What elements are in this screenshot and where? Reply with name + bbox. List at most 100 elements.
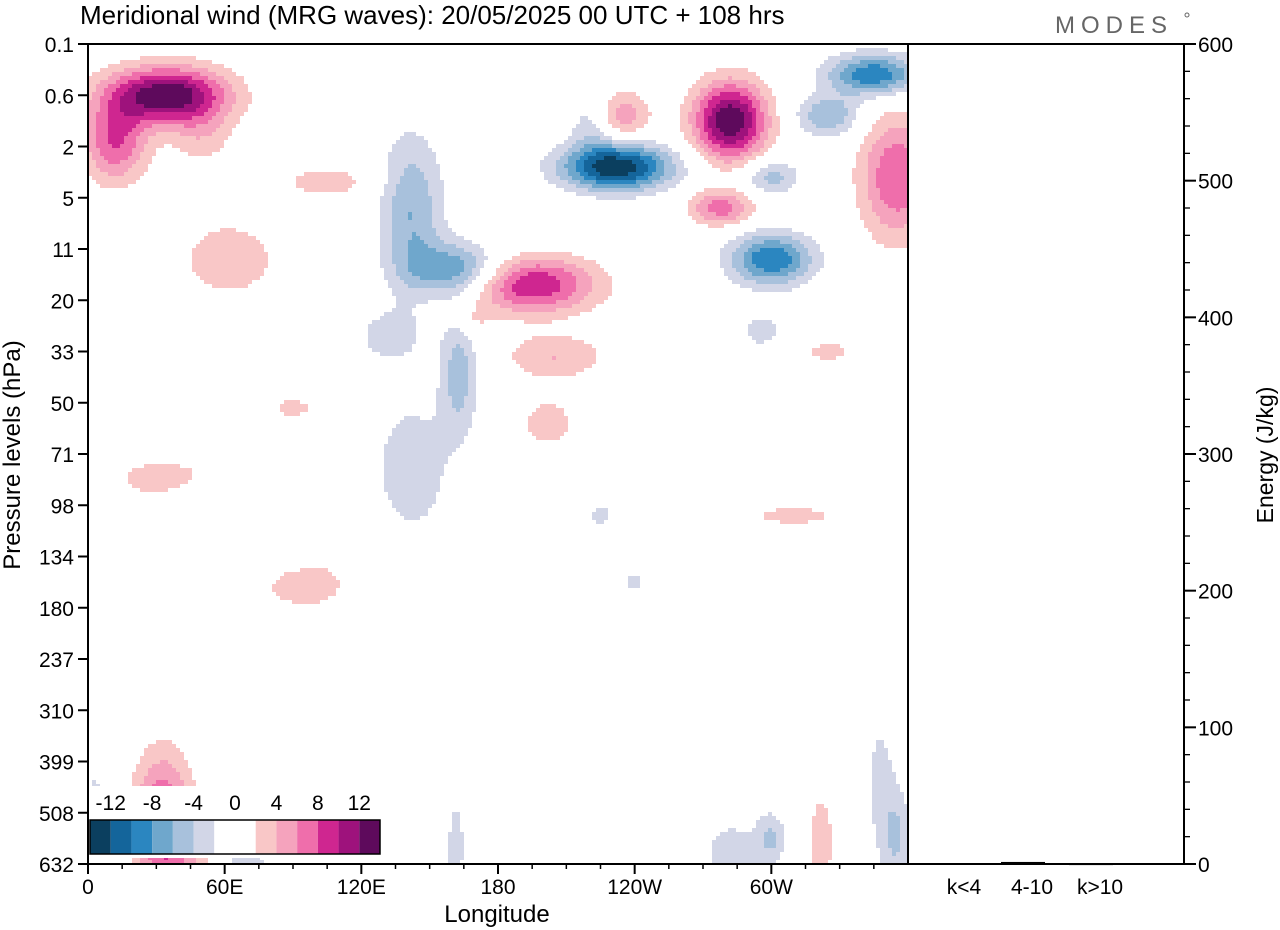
heat-cell	[800, 264, 808, 268]
heat-cell	[884, 148, 908, 152]
heat-cell	[472, 316, 568, 320]
heat-cell	[592, 148, 616, 152]
heat-cell	[744, 252, 752, 256]
heat-cell	[188, 80, 204, 84]
heat-cell	[560, 284, 576, 288]
heat-cell	[700, 132, 708, 136]
heat-cell	[784, 176, 796, 180]
heat-cell	[880, 160, 908, 164]
heat-cell	[712, 88, 748, 92]
heat-cell	[564, 140, 576, 144]
heat-cell	[448, 392, 468, 396]
heat-cell	[732, 256, 744, 260]
heat-cell	[512, 308, 556, 312]
heat-cell	[304, 188, 348, 192]
heat-cell	[876, 836, 888, 840]
heat-cell	[380, 200, 392, 204]
heat-cell	[208, 232, 248, 236]
heat-cell	[636, 176, 648, 180]
heat-cell	[556, 172, 568, 176]
heat-cell	[476, 300, 492, 304]
heat-cell	[148, 744, 176, 748]
heat-cell	[768, 164, 788, 168]
heat-cell	[812, 108, 848, 112]
heat-cell	[812, 352, 844, 356]
heat-cell	[144, 80, 188, 84]
heat-cell	[648, 168, 656, 172]
heat-cell	[828, 56, 852, 60]
heat-cell	[436, 248, 464, 252]
heat-cell	[868, 228, 908, 232]
heat-cell	[764, 116, 772, 120]
heat-cell	[184, 124, 196, 128]
heat-cell	[712, 108, 720, 112]
heat-cell	[380, 264, 396, 268]
heat-cell	[760, 104, 768, 108]
heat-cell	[800, 124, 816, 128]
heat-cell	[696, 192, 744, 196]
heat-cell	[212, 116, 224, 120]
heat-cell	[492, 296, 504, 300]
heat-cell	[408, 260, 464, 264]
heat-cell	[776, 840, 784, 844]
heat-cell	[704, 216, 736, 220]
heat-cell	[404, 168, 420, 172]
heat-cell	[708, 84, 724, 88]
heat-cell	[500, 288, 512, 292]
heat-cell	[496, 280, 504, 284]
heat-cell	[468, 392, 476, 396]
heat-cell	[556, 168, 568, 172]
heat-cell	[388, 156, 436, 160]
heat-cell	[88, 152, 92, 156]
heat-cell	[572, 272, 588, 276]
heat-cell	[812, 120, 844, 124]
heat-cell	[448, 860, 460, 864]
heat-cell	[712, 164, 744, 168]
heat-cell	[796, 112, 808, 116]
heat-cell	[744, 156, 756, 160]
heat-cell	[668, 152, 680, 156]
heat-cell	[144, 776, 180, 780]
heat-cell	[796, 276, 812, 280]
heat-cell	[872, 208, 896, 212]
heat-cell	[696, 136, 700, 140]
heat-cell	[88, 76, 108, 80]
heat-cell	[812, 828, 832, 832]
heat-cell	[408, 244, 428, 248]
energy-panel-frame	[907, 43, 1185, 865]
heat-cell	[452, 276, 468, 280]
heat-cell	[560, 156, 568, 160]
heat-cell	[384, 456, 448, 460]
heat-cell	[752, 116, 756, 120]
heat-cell	[204, 92, 212, 96]
heat-cell	[868, 156, 880, 160]
heat-cell	[412, 236, 420, 240]
heat-cell	[432, 216, 444, 220]
energy-category-label: k<4	[947, 876, 982, 899]
heat-cell	[640, 152, 656, 156]
heat-cell	[88, 120, 96, 124]
heat-cell	[108, 100, 120, 104]
colorbar-cell	[235, 820, 256, 854]
heat-cell	[440, 380, 448, 384]
heat-cell	[368, 328, 416, 332]
heat-cell	[392, 248, 408, 252]
heat-cell	[616, 112, 636, 116]
heat-cell	[888, 840, 900, 844]
heat-cell	[752, 320, 772, 324]
heat-cell	[768, 180, 780, 184]
heat-cell	[108, 172, 124, 176]
heat-cell	[776, 836, 784, 840]
y-tick-label: 2	[62, 137, 74, 160]
heat-cell	[716, 116, 744, 120]
heat-cell	[196, 244, 264, 248]
heat-cell	[584, 168, 596, 172]
heat-cell	[108, 112, 124, 116]
heat-cell	[872, 780, 896, 784]
heat-cell	[108, 116, 192, 120]
heat-cell	[184, 780, 196, 784]
heat-cell	[204, 112, 216, 116]
heat-cell	[380, 212, 392, 216]
heat-cell	[96, 88, 104, 92]
heat-cell	[860, 212, 876, 216]
